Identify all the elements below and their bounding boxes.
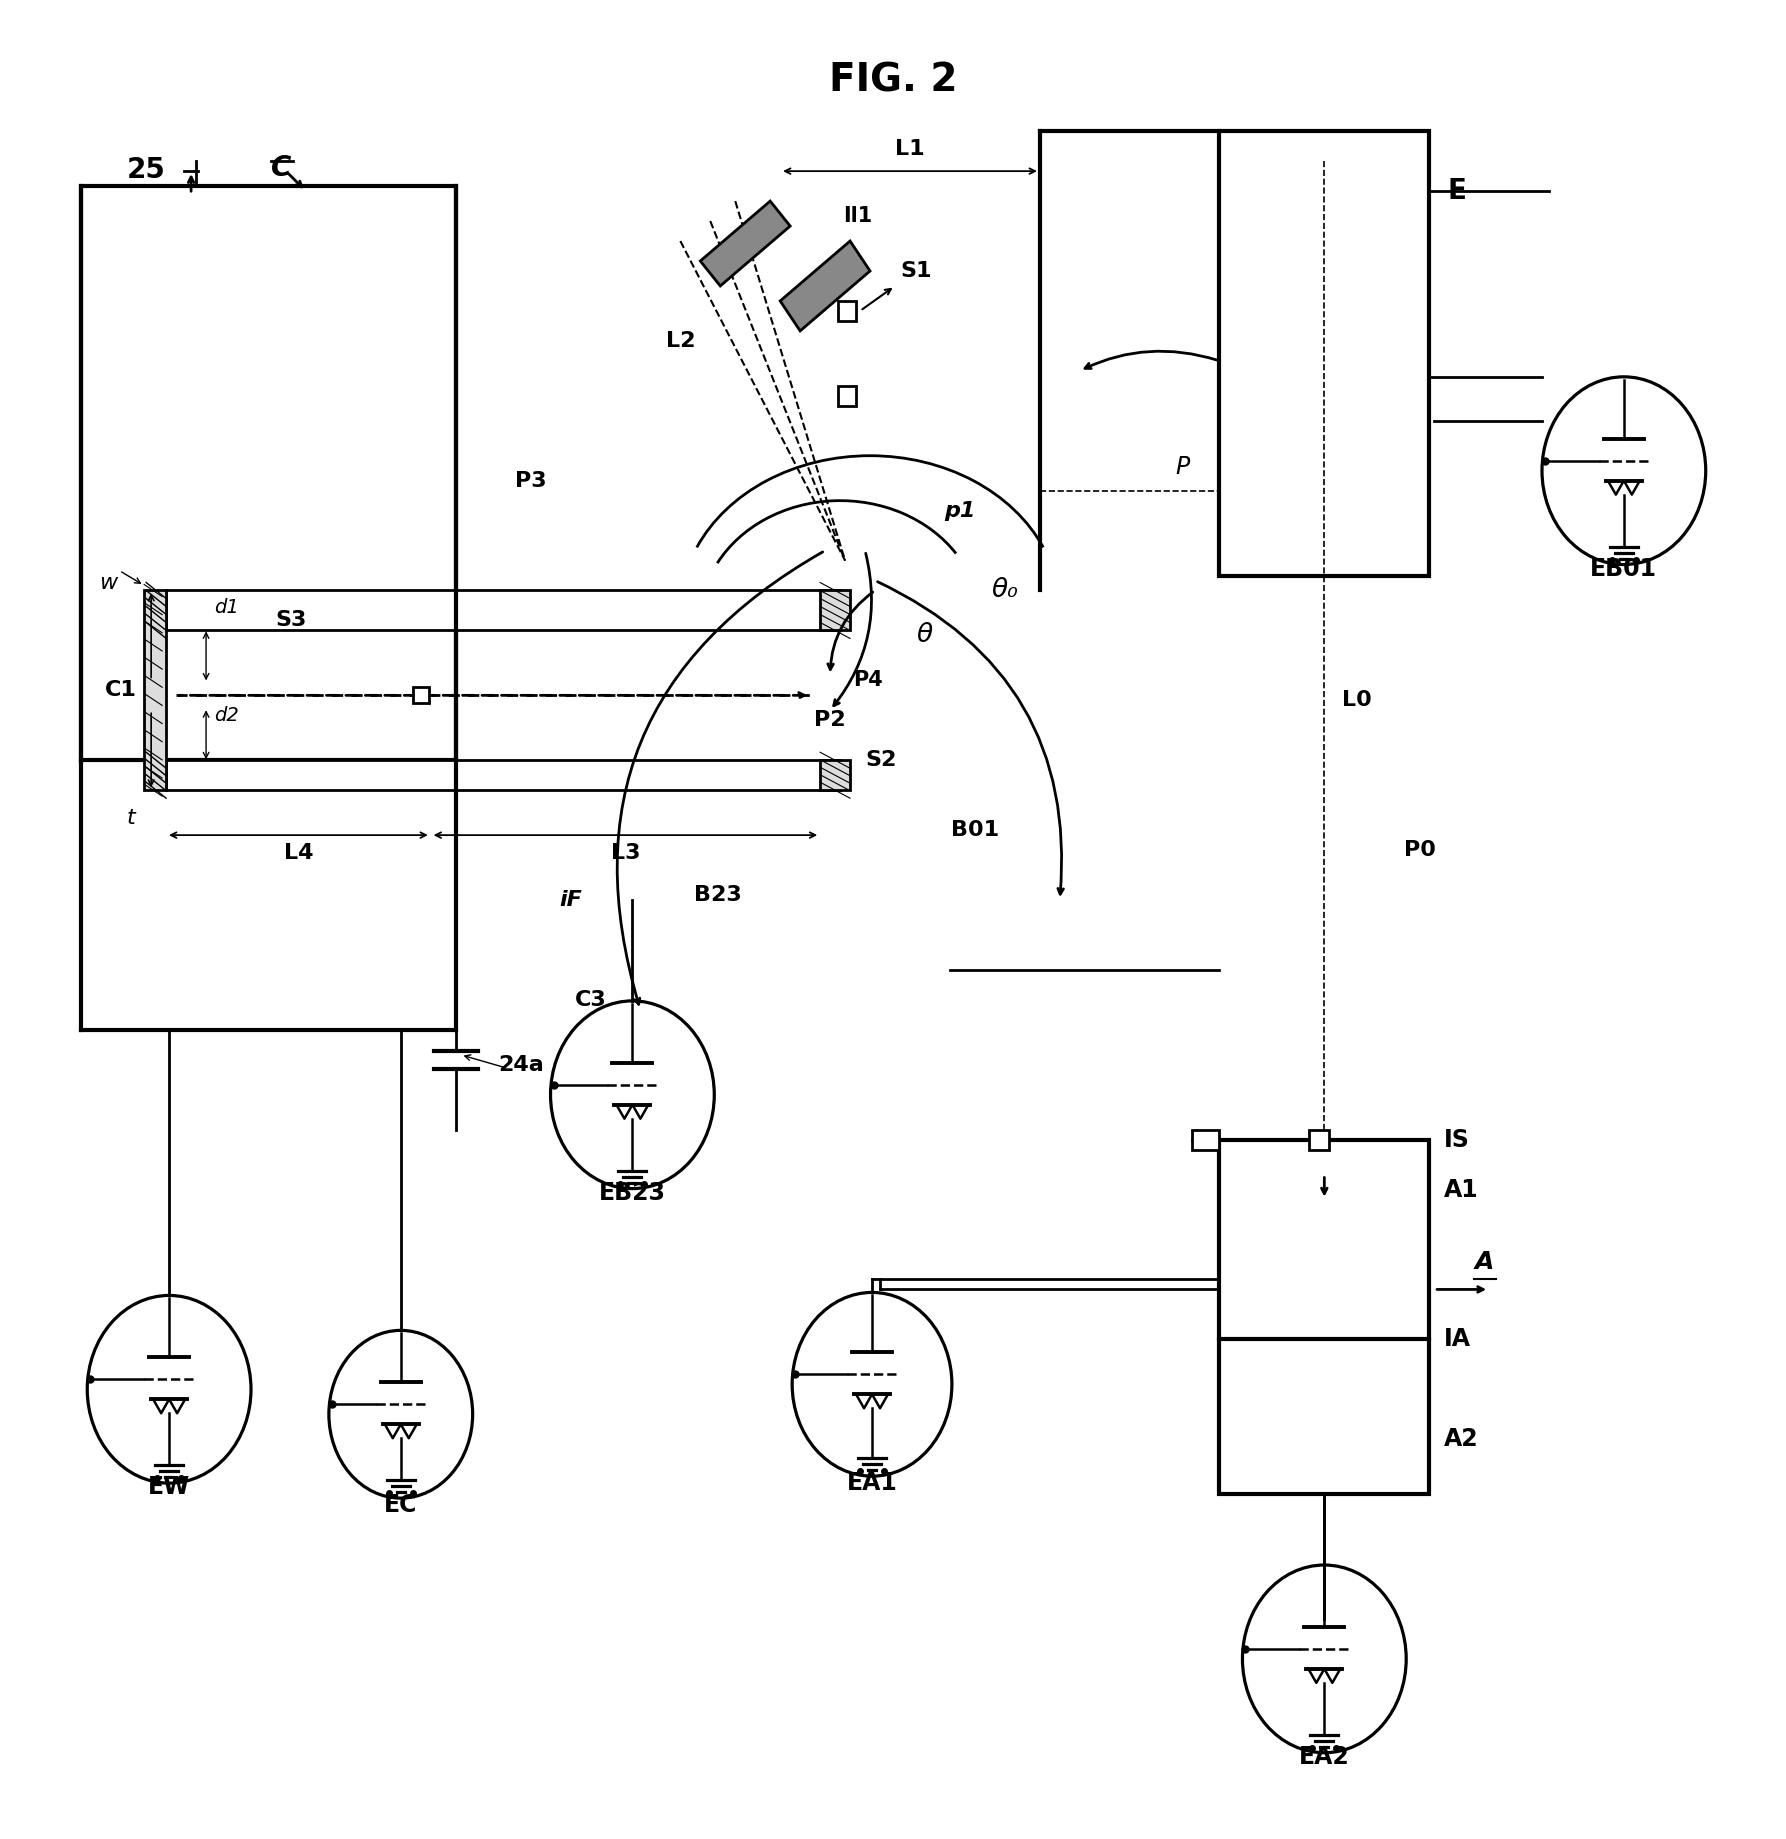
- Text: 24a: 24a: [498, 1056, 545, 1074]
- Text: Il1: Il1: [843, 206, 872, 226]
- Text: S3: S3: [275, 611, 307, 631]
- Text: P: P: [1175, 454, 1189, 478]
- Text: L1: L1: [895, 140, 925, 160]
- Bar: [145, 590, 166, 791]
- Bar: [820, 590, 850, 631]
- Text: w: w: [98, 572, 118, 592]
- Text: EW: EW: [148, 1475, 189, 1499]
- Text: B01: B01: [950, 820, 998, 840]
- Text: A: A: [1475, 1251, 1493, 1274]
- Text: 25: 25: [127, 156, 166, 184]
- Text: S2: S2: [864, 750, 897, 771]
- Text: A1: A1: [1445, 1177, 1479, 1201]
- Bar: [1220, 131, 1429, 576]
- Bar: [82, 186, 455, 760]
- Bar: [166, 760, 839, 791]
- Text: L2: L2: [666, 331, 695, 351]
- Bar: [1191, 1129, 1220, 1149]
- Bar: [413, 688, 429, 702]
- Text: θ: θ: [916, 622, 932, 649]
- Text: P4: P4: [854, 671, 882, 690]
- Text: L3: L3: [611, 842, 639, 862]
- Text: L4: L4: [284, 842, 313, 862]
- Text: EC: EC: [384, 1493, 418, 1517]
- Text: P2: P2: [814, 710, 847, 730]
- Bar: [820, 760, 850, 791]
- Text: p1: p1: [945, 500, 975, 520]
- Text: EA1: EA1: [847, 1471, 897, 1495]
- Text: P0: P0: [1404, 840, 1436, 861]
- Bar: [838, 302, 855, 322]
- Text: d2: d2: [214, 706, 238, 725]
- Text: A2: A2: [1445, 1427, 1479, 1451]
- Text: θ₀: θ₀: [991, 577, 1018, 603]
- Text: t: t: [127, 807, 136, 828]
- Polygon shape: [780, 241, 870, 331]
- Text: IA: IA: [1445, 1328, 1472, 1352]
- Text: EB01: EB01: [1590, 557, 1657, 581]
- Text: C1: C1: [105, 680, 138, 701]
- Text: EA2: EA2: [1298, 1745, 1350, 1769]
- Text: S1: S1: [900, 261, 932, 281]
- Text: iF: iF: [559, 890, 582, 910]
- Text: IS: IS: [1445, 1127, 1470, 1151]
- Text: EB23: EB23: [598, 1181, 666, 1205]
- Bar: [838, 386, 855, 406]
- Text: FIG. 2: FIG. 2: [829, 61, 957, 99]
- Polygon shape: [700, 200, 789, 285]
- Text: d1: d1: [214, 598, 238, 616]
- Text: B23: B23: [695, 885, 743, 905]
- Bar: [1220, 1140, 1429, 1493]
- Text: L0: L0: [1343, 690, 1372, 710]
- Bar: [166, 590, 839, 631]
- Text: C: C: [271, 154, 291, 182]
- Text: E: E: [1447, 177, 1466, 206]
- Text: C3: C3: [575, 989, 605, 1010]
- Text: P3: P3: [514, 471, 547, 491]
- Bar: [1309, 1129, 1329, 1149]
